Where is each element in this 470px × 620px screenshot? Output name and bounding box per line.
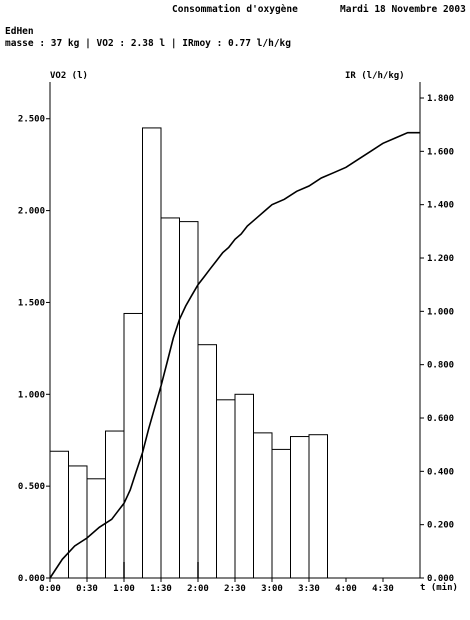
right-tick-label: 1.600 [427, 147, 454, 157]
chart-title: Consommation d'oxygène [172, 4, 298, 15]
right-tick-label: 1.200 [427, 254, 454, 264]
vo2-bar [197, 344, 217, 579]
x-tick-label: 3:30 [298, 584, 320, 594]
x-tick-label: 4:00 [335, 584, 357, 594]
x-tick-label: 3:00 [261, 584, 283, 594]
vo2-bars [49, 127, 328, 579]
x-tick-label: 2:30 [224, 584, 246, 594]
vo2-bar [160, 217, 180, 579]
x-tick-label: 1:30 [150, 584, 172, 594]
vo2-bar [86, 478, 106, 579]
report-date: Mardi 18 Novembre 2003 [340, 4, 466, 15]
x-tick-label: 0:30 [76, 584, 98, 594]
vo2-bar [234, 393, 254, 579]
right-tick-label: 1.000 [427, 307, 454, 317]
left-tick-label: 0.500 [18, 482, 45, 492]
subject-name: EdHen [5, 26, 34, 37]
vo2-bar [68, 465, 88, 579]
left-tick-label: 2.500 [18, 115, 45, 125]
axis-ticks: 0.000 0.500 1.000 1.500 2.000 2.500 0.000 0.200… [18, 94, 454, 594]
vo2-bar [142, 127, 162, 579]
left-tick-label: 1.500 [18, 298, 45, 308]
x-tick-label: 0:00 [39, 584, 61, 594]
right-tick-label: 0.600 [427, 414, 454, 424]
left-tick-label: 1.000 [18, 390, 45, 400]
x-tick-label: 1:00 [113, 584, 135, 594]
vo2-bar [308, 434, 328, 579]
left-axis-label: VO2 (l) [50, 71, 88, 81]
right-tick-label: 0.800 [427, 361, 454, 371]
right-tick-label: 0.200 [427, 521, 454, 531]
right-tick-label: 1.400 [427, 201, 454, 211]
vo2-bar [253, 432, 273, 579]
vo2-bar [179, 221, 199, 579]
vo2-bar [49, 450, 69, 579]
ir-series-line [49, 131, 420, 579]
summary-line: masse : 37 kg | VO2 : 2.38 l | IRmoy : 0… [5, 38, 291, 49]
right-axis-label: IR (l/h/kg) [345, 71, 405, 81]
x-axis-label: t (min) [420, 582, 458, 593]
vo2-bar [216, 399, 236, 579]
right-tick-label: 1.800 [427, 94, 454, 104]
left-tick-label: 2.000 [18, 207, 45, 217]
vo2-bar [105, 430, 125, 579]
x-tick-label: 4:30 [372, 584, 394, 594]
vo2-bar [271, 448, 291, 579]
right-tick-label: 0.400 [427, 467, 454, 477]
right-tick-label: 0.000 [427, 574, 454, 584]
left-tick-label: 0.000 [18, 574, 45, 584]
x-tick-label: 2:00 [187, 584, 209, 594]
vo2-bar [123, 312, 143, 579]
vo2-bar [290, 436, 310, 579]
